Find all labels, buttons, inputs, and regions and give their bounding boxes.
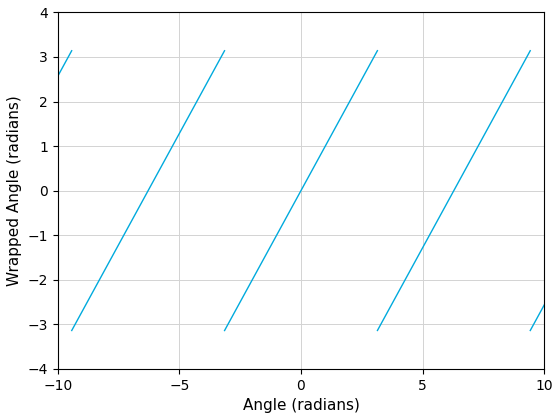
X-axis label: Angle (radians): Angle (radians) <box>242 398 360 413</box>
Y-axis label: Wrapped Angle (radians): Wrapped Angle (radians) <box>7 95 22 286</box>
